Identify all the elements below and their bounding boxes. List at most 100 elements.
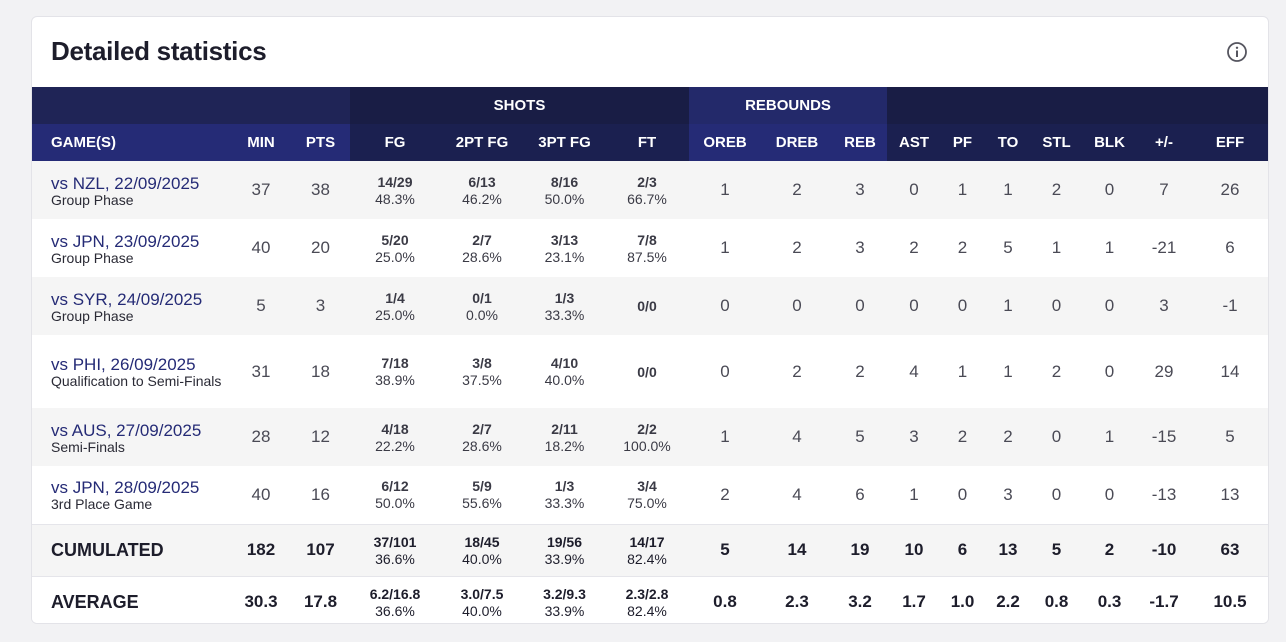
shot-cell: 7/8 87.5% (605, 219, 689, 277)
shots-percentage: 33.3% (544, 306, 585, 323)
stat-stl: 5 (1051, 540, 1062, 559)
game-link[interactable]: vs JPN, 23/09/2025 (51, 231, 200, 251)
shots-made: 3/4 (637, 478, 657, 495)
shot-cell: 2/11 18.2% (524, 408, 605, 466)
game-link[interactable]: vs PHI, 26/09/2025 (51, 355, 196, 374)
shots-made: 2/2 (637, 420, 657, 437)
detailed-statistics-card: Detailed statistics SHOTS REBOUNDS GAME(… (31, 16, 1269, 624)
column-header-3pt-fg[interactable]: 3PT FG (524, 124, 605, 161)
shot-cell: 6.2/16.8 36.6% (350, 576, 440, 623)
shots-made: 7/18 (381, 355, 409, 371)
column-header-row: GAME(S) MIN PTS FG 2PT FG 3PT FG FT OREB… (32, 124, 1268, 161)
stat-pf: 1.0 (950, 592, 975, 612)
shots-made: 3.0/7.5 (460, 585, 504, 602)
shots-made: 6/13 (468, 173, 496, 190)
shots-made: 3/13 (550, 231, 579, 248)
column-header-dreb[interactable]: DREB (761, 124, 833, 161)
cumulated-label: CUMULATED (51, 539, 164, 560)
shots-percentage: 36.6% (375, 550, 415, 567)
column-header-stl[interactable]: STL (1032, 124, 1082, 161)
column-header-blk[interactable]: BLK (1081, 124, 1139, 161)
column-header-games[interactable]: GAME(S) (32, 124, 231, 161)
column-header-pf[interactable]: PF (941, 124, 985, 161)
stat-pm: -10 (1151, 540, 1177, 559)
stat-blk: 0 (1104, 361, 1115, 381)
stat-stl: 0.8 (1044, 592, 1069, 612)
stat-pts: 3 (315, 296, 326, 315)
shots-percentage: 37.5% (462, 372, 502, 388)
average-label: AVERAGE (51, 591, 139, 612)
game-phase: Group Phase (51, 191, 134, 208)
stat-eff: 10.5 (1213, 592, 1247, 612)
stat-oreb: 5 (720, 540, 730, 559)
shots-made: 1/4 (385, 289, 405, 306)
stat-reb: 3.2 (848, 592, 872, 612)
stat-pf: 0 (957, 296, 968, 315)
shot-cell: 6/12 50.0% (350, 466, 440, 524)
column-header-eff[interactable]: EFF (1190, 124, 1268, 161)
column-header-oreb[interactable]: OREB (689, 124, 761, 161)
game-link[interactable]: vs JPN, 28/09/2025 (51, 478, 200, 498)
game-cell: vs JPN, 23/09/2025 Group Phase (32, 219, 231, 277)
column-header-fg[interactable]: FG (350, 124, 440, 161)
game-phase: Qualification to Semi-Finals (51, 373, 222, 389)
stat-min: 37 (251, 180, 271, 199)
stat-pm: 29 (1154, 361, 1174, 381)
column-header-pts[interactable]: PTS (291, 124, 350, 161)
shots-percentage: 22.2% (375, 437, 415, 454)
shots-made: 3.2/9.3 (543, 585, 586, 602)
stat-oreb: 1 (720, 180, 730, 199)
game-link[interactable]: vs SYR, 24/09/2025 (51, 289, 203, 309)
column-header-plus-minus[interactable]: +/- (1138, 124, 1191, 161)
column-header-ast[interactable]: AST (887, 124, 942, 161)
table-row: vs SYR, 24/09/2025 Group Phase 5 3 1/4 25.0% 0… (32, 277, 1268, 335)
stat-eff: 26 (1220, 180, 1240, 199)
shot-cell: 0/0 (605, 335, 689, 408)
shots-made: 2/11 (551, 420, 578, 437)
group-header-row: SHOTS REBOUNDS (32, 87, 1268, 124)
stat-dreb: 2 (792, 361, 802, 381)
game-phase: Group Phase (51, 249, 134, 266)
shots-percentage: 25.0% (375, 248, 415, 265)
shot-cell: 2/2 100.0% (605, 408, 689, 466)
shots-made: 1/3 (554, 478, 575, 495)
stat-dreb: 0 (792, 296, 802, 315)
stat-blk: 0 (1104, 180, 1115, 199)
shots-made: 0/1 (472, 289, 492, 306)
shot-cell: 18/45 40.0% (440, 524, 524, 576)
stat-oreb: 2 (720, 484, 730, 504)
shots-percentage: 66.7% (627, 190, 667, 207)
average-row: AVERAGE 30.3 17.8 6.2/16.8 36.6% 3.0/7.5 40.0%… (32, 576, 1268, 623)
shots-percentage: 18.2% (544, 437, 585, 454)
column-header-2pt-fg[interactable]: 2PT FG (440, 124, 524, 161)
info-icon[interactable] (1226, 41, 1248, 63)
stat-ast: 3 (909, 427, 919, 446)
stat-to: 1 (1003, 296, 1013, 315)
game-phase: 3rd Place Game (51, 496, 153, 513)
column-header-to[interactable]: TO (984, 124, 1033, 161)
column-header-min[interactable]: MIN (231, 124, 291, 161)
stat-to: 5 (1003, 238, 1013, 257)
game-cell: vs SYR, 24/09/2025 Group Phase (32, 277, 231, 335)
stat-oreb: 0.8 (713, 592, 737, 612)
statistics-table: SHOTS REBOUNDS GAME(S) MIN PTS FG 2PT FG… (32, 87, 1268, 623)
stat-eff: 5 (1225, 427, 1235, 446)
stat-min: 31 (251, 361, 271, 381)
shots-percentage: 87.5% (627, 248, 667, 265)
game-link[interactable]: vs NZL, 22/09/2025 (51, 173, 200, 193)
stat-ast: 4 (909, 361, 919, 381)
page-title: Detailed statistics (51, 36, 267, 66)
stat-blk: 0.3 (1097, 592, 1122, 612)
column-header-reb[interactable]: REB (833, 124, 888, 161)
shot-cell: 0/0 (605, 277, 689, 335)
shot-cell: 3/4 75.0% (605, 466, 689, 524)
stat-pts: 38 (311, 180, 330, 199)
shots-percentage: 50.0% (375, 495, 415, 512)
shots-percentage: 48.3% (375, 190, 415, 207)
shot-cell: 3.2/9.3 33.9% (524, 576, 605, 623)
column-header-ft[interactable]: FT (605, 124, 689, 161)
stat-ast: 1 (909, 484, 919, 504)
shots-made: 18/45 (464, 533, 500, 550)
shots-percentage: 33.3% (544, 495, 585, 512)
game-link[interactable]: vs AUS, 27/09/2025 (51, 420, 202, 440)
